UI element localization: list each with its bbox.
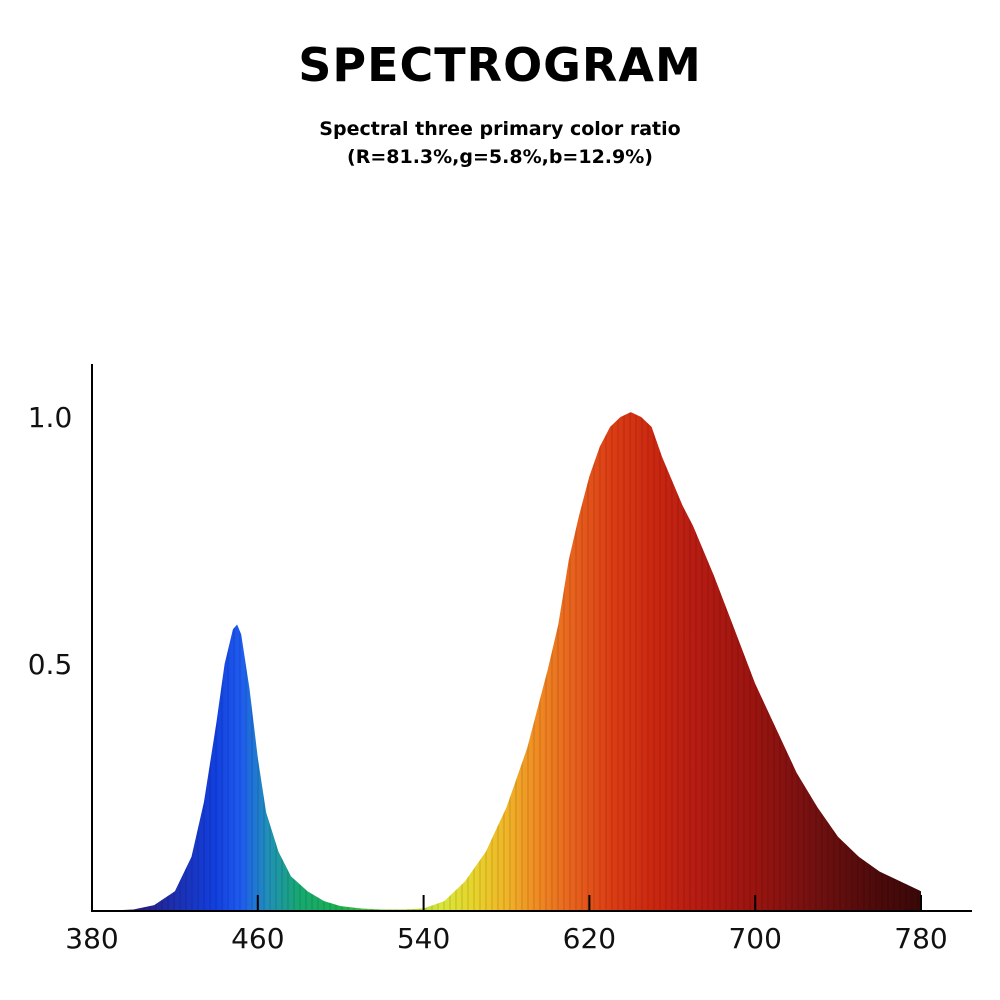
chart-title: SPECTROGRAM (298, 38, 702, 92)
y-tick-label: 0.5 (28, 648, 73, 681)
x-tick-label: 700 (728, 922, 781, 955)
x-tick-label: 620 (563, 922, 616, 955)
x-tick-label: 780 (894, 922, 947, 955)
x-tick-label: 540 (397, 922, 450, 955)
x-tick-label: 460 (231, 922, 284, 955)
y-tick-label: 1.0 (28, 401, 73, 434)
chart-subtitle-line-1: Spectral three primary color ratio (319, 118, 681, 140)
x-tick-label: 380 (65, 922, 118, 955)
chart-subtitle-line-2: (R=81.3%,g=5.8%,b=12.9%) (347, 146, 653, 168)
